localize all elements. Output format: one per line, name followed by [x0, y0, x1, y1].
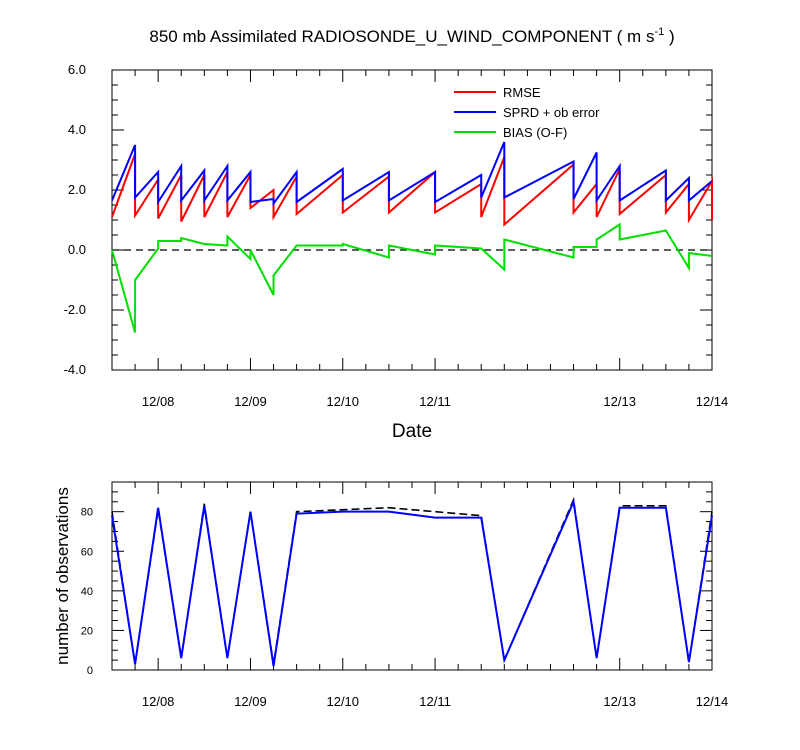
x-tick-label: 12/09: [234, 694, 267, 709]
y-tick-label: 2.0: [68, 182, 86, 197]
top-x-tick-labels: 12/08 12/09 12/10 12/11 12/13 12/14: [142, 394, 728, 409]
y-tick-label: -2.0: [64, 302, 86, 317]
y-tick-label: 4.0: [68, 122, 86, 137]
y-tick-label: 40: [81, 586, 93, 598]
x-tick-label: 12/08: [142, 394, 175, 409]
x-tick-label: 12/13: [603, 694, 636, 709]
bottom-ticks: [111, 481, 713, 671]
series-line-rmse: [111, 153, 713, 227]
x-tick-label: 12/10: [326, 394, 359, 409]
x-tick-label: 12/11: [419, 394, 451, 409]
x-tick-label: 12/13: [603, 394, 636, 409]
x-tick-label: 12/10: [326, 694, 359, 709]
x-tick-label: 12/09: [234, 394, 267, 409]
x-tick-label: 12/14: [696, 694, 729, 709]
y-tick-label: -4.0: [64, 362, 86, 377]
series-line-sprd-ob-error: [111, 141, 713, 207]
y-tick-label: 60: [81, 546, 93, 558]
bottom-y-tick-labels: 0 20 40 60 80: [81, 507, 93, 677]
top-series: [111, 141, 713, 333]
x-tick-label: 12/11: [419, 694, 451, 709]
top-plot-frame: [111, 69, 713, 371]
x-axis-label: Date: [392, 421, 432, 442]
y-axis-label: number of observations: [53, 487, 72, 665]
top-ticks: [111, 69, 713, 371]
bottom-chart: 0 20 40 60 80 12/08 12/09 12/10 12/11 12/13 12/14…: [53, 481, 728, 709]
legend: RMSE SPRD + ob error BIAS (O-F): [454, 85, 600, 140]
y-tick-label: 6.0: [68, 62, 86, 77]
y-tick-label: 0.0: [68, 242, 86, 257]
x-tick-label: 12/08: [142, 694, 175, 709]
series-line-bias-o-f: [111, 222, 713, 333]
bottom-x-tick-labels: 12/08 12/09 12/10 12/11 12/13 12/14: [142, 694, 728, 709]
y-tick-label: 20: [81, 625, 93, 637]
series-line-assimilated: [111, 498, 713, 667]
chart-title: 850 mb Assimilated RADIOSONDE_U_WIND_COM…: [149, 26, 674, 46]
x-tick-label: 12/14: [696, 394, 729, 409]
legend-label: BIAS (O-F): [503, 125, 567, 140]
y-tick-label: 0: [87, 665, 93, 677]
legend-label: RMSE: [503, 85, 541, 100]
top-y-tick-labels: 6.0 4.0 2.0 0.0 -2.0 -4.0: [64, 62, 86, 377]
y-tick-label: 80: [81, 507, 93, 519]
top-chart: 850 mb Assimilated RADIOSONDE_U_WIND_COM…: [64, 26, 729, 442]
bottom-series: [111, 496, 713, 667]
legend-label: SPRD + ob error: [503, 105, 600, 120]
